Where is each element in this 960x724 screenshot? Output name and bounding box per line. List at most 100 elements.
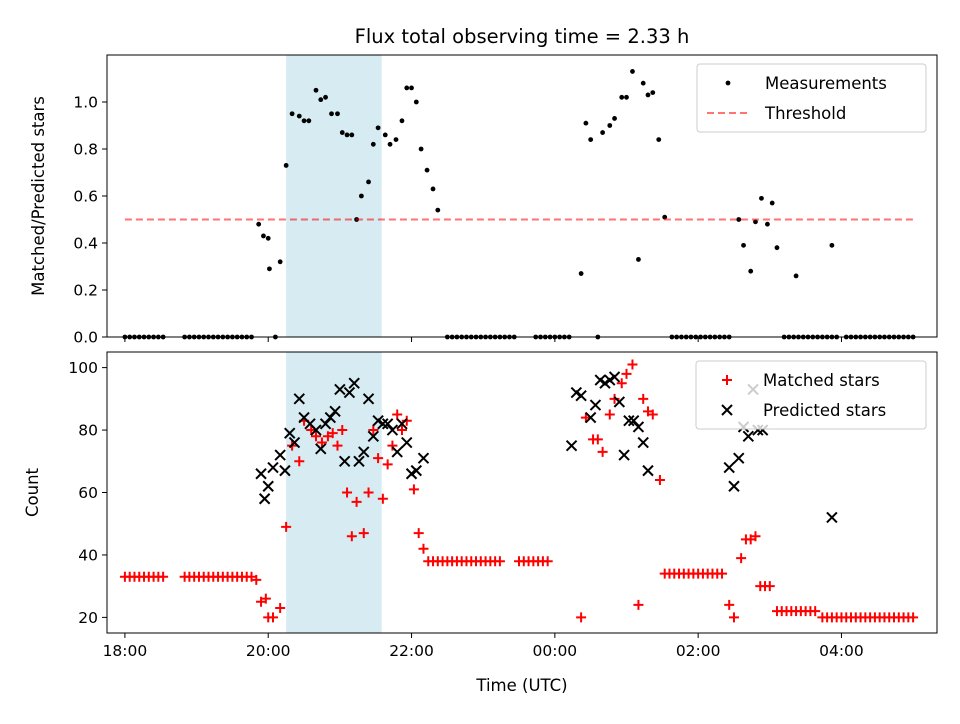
matched-star-point [638, 393, 649, 404]
y-tick-label: 100 [68, 359, 98, 377]
y-tick-label: 0.4 [73, 235, 98, 253]
matched-star-point [351, 496, 362, 507]
ratio-y-ticks: 0.0 0.2 0.4 0.6 0.8 1.0 [73, 94, 107, 347]
predicted-star-point [343, 386, 356, 399]
measurement-point [662, 214, 668, 220]
predicted-star-point [637, 436, 649, 449]
matched-star-point [373, 453, 384, 464]
ratio-x-ticks [124, 337, 842, 342]
observing-window-shade-top [286, 55, 382, 337]
predicted-star-point [293, 393, 305, 405]
measurement-point [435, 207, 441, 213]
measurement-point [612, 116, 617, 121]
matched-star-point [396, 425, 407, 436]
measurement-point [736, 217, 742, 222]
matched-star-point [542, 556, 553, 567]
measurement-point [765, 221, 770, 227]
matched-star-point [724, 599, 735, 610]
predicted-star-point [584, 411, 597, 424]
predicted-star-point [565, 439, 578, 452]
count-panel: 20 40 60 80 100 18:00 20:00 22:00 00:00 02:00 04:… [23, 351, 938, 695]
y-tick-label: 0.2 [73, 282, 98, 300]
predicted-star-point [381, 418, 394, 430]
measurement-point [344, 132, 350, 138]
matched-star-point [604, 409, 615, 420]
measurement-point [413, 99, 419, 105]
measurement-point [256, 221, 262, 227]
y-tick-label: 80 [78, 422, 98, 440]
measurement-point [349, 132, 355, 138]
measurement-point [578, 271, 584, 276]
predicted-star-point [358, 446, 370, 458]
predicted-star-point [279, 464, 291, 477]
measurement-point [650, 90, 656, 95]
matched-star-point [413, 528, 424, 539]
measurement-point [793, 273, 799, 279]
matched-star-point [408, 484, 419, 495]
measurement-point [296, 113, 302, 119]
y-tick-label: 0.0 [73, 329, 98, 347]
predicted-star-point [338, 455, 351, 467]
y-tick-label: 0.6 [73, 188, 98, 206]
matched-star-point [368, 425, 379, 436]
legend-label-predicted: Predicted stars [763, 401, 886, 420]
matched-star-point [717, 568, 728, 579]
matched-star-point [260, 593, 271, 604]
matched-star-point [616, 378, 627, 389]
measurement-point [583, 120, 589, 126]
predicted-star-point [267, 461, 279, 474]
measurement-point [301, 118, 307, 124]
predicted-star-point [742, 430, 755, 443]
chart-title: Flux total observing time = 2.33 h [355, 25, 690, 48]
measurement-point [306, 118, 312, 124]
legend-swatch-matched [722, 375, 732, 385]
predicted-star-point [319, 418, 332, 430]
predicted-star-point [353, 455, 365, 467]
legend-label-measurements: Measurements [765, 74, 887, 93]
matched-star-point [392, 409, 403, 420]
measurement-point [387, 141, 393, 147]
predicted-star-point [608, 371, 621, 383]
predicted-star-point [575, 390, 587, 402]
matched-star-point [736, 553, 747, 564]
matched-star-point [158, 571, 169, 582]
measurement-point [630, 69, 635, 74]
measurement-point [329, 111, 334, 117]
matched-star-point [342, 487, 353, 498]
matched-star-point [592, 434, 603, 445]
matched-star-point [281, 521, 292, 532]
matched-star-point [358, 528, 369, 539]
measurement-point [370, 141, 376, 147]
count-x-ticks: 18:00 20:00 22:00 00:00 02:00 04:00 [103, 633, 864, 660]
measurement-point [607, 123, 613, 128]
predicted-star-point [367, 430, 380, 443]
measurement-point [366, 179, 371, 185]
predicted-star-point [310, 424, 322, 436]
measurement-point [430, 186, 436, 192]
matched-star-point [268, 612, 278, 623]
matched-star-point [316, 437, 327, 448]
matched-star-point [621, 368, 632, 379]
legend-swatch-predicted [721, 404, 733, 416]
predicted-star-point [417, 452, 430, 464]
measurement-point [289, 111, 295, 117]
predicted-star-point [386, 424, 399, 436]
legend-label-threshold: Threshold [764, 104, 846, 123]
count-legend: Matched stars Predicted stars [695, 360, 927, 430]
measurement-point [645, 92, 651, 98]
measurement-point [424, 167, 430, 173]
matched-star-point [908, 612, 919, 623]
measurement-point [741, 242, 746, 248]
measurement-point [774, 245, 780, 251]
matched-star-point [363, 487, 374, 498]
matched-star-point [310, 431, 321, 442]
x-tick-label: 22:00 [389, 642, 434, 660]
matched-star-point [346, 531, 357, 542]
predicted-star-point [396, 418, 408, 430]
predicted-star-point [613, 396, 626, 408]
predicted-star-point [589, 399, 602, 411]
measurement-point [318, 97, 324, 103]
matched-star-point [294, 456, 305, 467]
count-marks [119, 359, 919, 623]
x-tick-label: 20:00 [246, 642, 291, 660]
